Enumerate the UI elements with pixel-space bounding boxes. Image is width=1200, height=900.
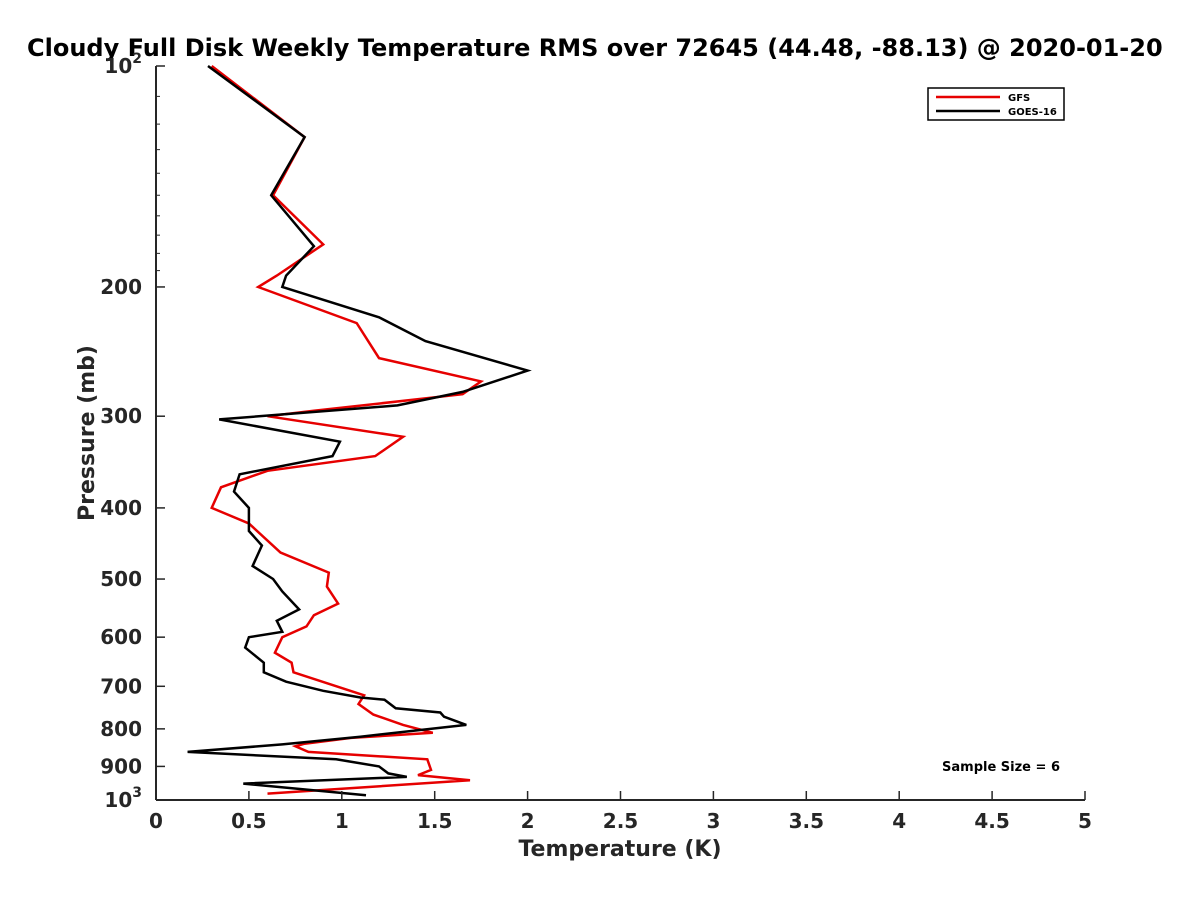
- y-tick-label: 600: [100, 625, 142, 649]
- y-tick-label: 800: [100, 717, 142, 741]
- chart-title: Cloudy Full Disk Weekly Temperature RMS …: [27, 34, 1163, 62]
- x-tick-label: 4.5: [974, 809, 1009, 833]
- y-tick-label: 500: [100, 567, 142, 591]
- y-tick-label: 900: [100, 754, 142, 778]
- series-line-goes-16: [187, 64, 532, 797]
- x-tick-label: 3.5: [789, 809, 824, 833]
- legend-label-gfs: GFS: [1008, 93, 1030, 104]
- x-tick-label: 2.5: [603, 809, 638, 833]
- x-tick-label: 0.5: [231, 809, 266, 833]
- legend-box: [927, 87, 1065, 121]
- y-tick-label: 102: [104, 51, 142, 78]
- sample-size-annotation: Sample Size = 6: [942, 760, 1060, 775]
- legend: GFS GOES-16: [927, 87, 1065, 121]
- x-tick-label: 3: [706, 809, 720, 833]
- y-axis-label: Pressure (mb): [75, 345, 100, 521]
- x-tick-label: 1: [335, 809, 349, 833]
- y-tick-label: 300: [100, 404, 142, 428]
- legend-label-goes-16: GOES-16: [1008, 107, 1057, 118]
- x-tick-label: 0: [149, 809, 163, 833]
- plot-area: [187, 64, 532, 797]
- x-tick-label: 5: [1078, 809, 1092, 833]
- y-tick-label: 700: [100, 674, 142, 698]
- series-line-gfs: [210, 65, 485, 795]
- y-tick-label: 200: [100, 275, 142, 299]
- x-tick-label: 1.5: [417, 809, 452, 833]
- x-tick-label: 2: [521, 809, 535, 833]
- y-axis: 102 200 300 400 500 600 700 800 900 103: [100, 51, 165, 812]
- x-axis: 0 0.5 1 1.5 2 2.5 3 3.5 4 4.5 5: [149, 791, 1092, 833]
- y-tick-label: 103: [104, 785, 142, 812]
- y-tick-label: 400: [100, 496, 142, 520]
- x-axis-label: Temperature (K): [518, 837, 721, 862]
- x-tick-label: 4: [892, 809, 906, 833]
